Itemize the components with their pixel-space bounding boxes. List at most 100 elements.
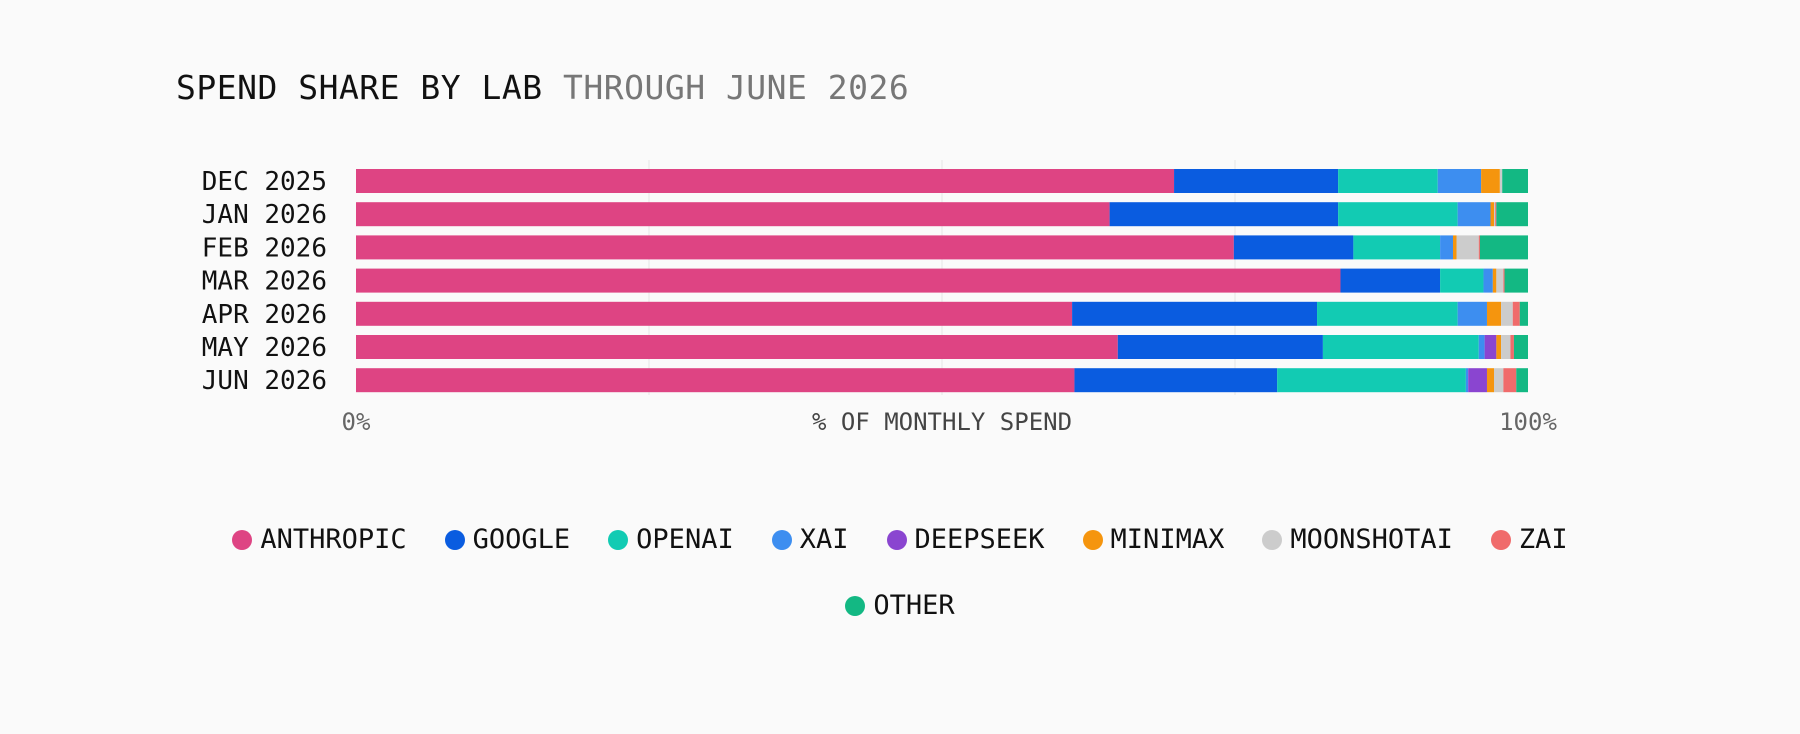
- legend-row-1: ANTHROPIC GOOGLE OPENAI XAI DEEPSEEK MINIMAX M…: [150, 524, 1650, 555]
- bar-segment-other: [1479, 235, 1528, 260]
- chart-title-main: SPEND SHARE BY LAB: [176, 68, 543, 107]
- bar-segment-xai: [1457, 301, 1487, 326]
- bar-segment-google: [1074, 368, 1278, 393]
- bar-segment-openai: [1322, 335, 1479, 359]
- y-tick-label: DEC 2025: [202, 167, 327, 197]
- bar-segment-minimax: [1486, 368, 1495, 393]
- y-tick-label: APR 2026: [202, 300, 327, 330]
- bar-segment-openai: [1353, 235, 1441, 260]
- bar-segment-anthropic: [356, 268, 1341, 293]
- legend-label: ZAI: [1518, 524, 1568, 555]
- bar-segment-openai: [1440, 268, 1484, 293]
- bar-segment-moonshotai: [1456, 235, 1479, 260]
- legend-label: OTHER: [873, 590, 955, 621]
- bar-segment-moonshotai: [1501, 335, 1511, 359]
- bar-segment-openai: [1338, 169, 1438, 193]
- bar-segment-anthropic: [356, 368, 1075, 393]
- legend-swatch: [1262, 529, 1283, 550]
- bar-segment-moonshotai: [1496, 268, 1504, 293]
- bar-segment-anthropic: [356, 202, 1110, 227]
- legend-swatch: [771, 529, 792, 550]
- legend-swatch: [886, 529, 907, 550]
- bar-segment-xai: [1478, 335, 1485, 359]
- bar-segment-moonshotai: [1494, 202, 1496, 227]
- x-axis-label: % OF MONTHLY SPEND: [812, 408, 1072, 436]
- legend-label: MINIMAX: [1110, 524, 1225, 555]
- bar-segment-moonshotai: [1501, 301, 1513, 326]
- legend-item-deepseek: DEEPSEEK: [886, 524, 1045, 555]
- legend-label: DEEPSEEK: [914, 524, 1045, 555]
- legend-label: ANTHROPIC: [260, 524, 407, 555]
- legend-swatch: [1490, 529, 1511, 550]
- bar-segment-minimax: [1452, 235, 1457, 260]
- bar-segment-xai: [1457, 202, 1491, 227]
- legend-swatch: [608, 529, 629, 550]
- bar-segment-openai: [1317, 301, 1458, 326]
- bar-segment-google: [1109, 202, 1339, 227]
- bar-segment-google: [1117, 335, 1323, 359]
- bar-segment-other: [1516, 368, 1528, 393]
- bar-segment-moonshotai: [1494, 368, 1504, 393]
- bar-segment-xai: [1465, 368, 1469, 393]
- bar-segment-zai: [1478, 235, 1480, 260]
- legend-label: MOONSHOTAI: [1290, 524, 1453, 555]
- bar-segment-zai: [1510, 335, 1514, 359]
- y-tick-label: MAY 2026: [202, 333, 327, 363]
- bar-segment-moonshotai: [1499, 169, 1503, 193]
- bar-segment-other: [1504, 268, 1528, 293]
- x-tick-label: 100%: [1499, 408, 1557, 436]
- legend-swatch: [232, 529, 253, 550]
- legend-label: XAI: [799, 524, 849, 555]
- bar-segment-google: [1174, 169, 1339, 193]
- bar-segment-zai: [1503, 268, 1505, 293]
- bar-segment-deepseek: [1468, 368, 1487, 393]
- bar-segment-openai: [1277, 368, 1466, 393]
- y-tick-label: FEB 2026: [202, 233, 327, 263]
- legend-swatch: [845, 595, 866, 616]
- legend-item-xai: XAI: [771, 524, 849, 555]
- bar-segment-deepseek: [1484, 335, 1497, 359]
- bar-segment-other: [1519, 301, 1528, 326]
- legend-item-openai: OPENAI: [608, 524, 734, 555]
- bar-segment-zai: [1495, 202, 1497, 227]
- bar-segment-xai: [1483, 268, 1493, 293]
- bar-segment-minimax: [1496, 335, 1502, 359]
- bar-segment-other: [1513, 335, 1528, 359]
- bar-segment-google: [1072, 301, 1318, 326]
- bar-segment-other: [1496, 202, 1528, 227]
- legend-swatch: [1082, 529, 1103, 550]
- bar-segment-zai: [1503, 368, 1517, 393]
- legend-item-google: GOOGLE: [444, 524, 571, 555]
- bar-segment-minimax: [1486, 301, 1502, 326]
- bar-segment-minimax: [1490, 202, 1495, 227]
- bar-segment-openai: [1338, 202, 1458, 227]
- chart-title: SPEND SHARE BY LAB THROUGH JUNE 2026: [176, 68, 909, 107]
- bar-segment-other: [1502, 169, 1528, 193]
- bar-segment-zai: [1512, 301, 1520, 326]
- bar-segment-anthropic: [356, 169, 1175, 193]
- legend-item-zai: ZAI: [1490, 524, 1568, 555]
- bar-segment-minimax: [1481, 169, 1500, 193]
- bar-segment-anthropic: [356, 235, 1234, 260]
- legend-item-other: OTHER: [845, 590, 955, 621]
- legend-item-anthropic: ANTHROPIC: [232, 524, 407, 555]
- bar-segment-anthropic: [356, 335, 1118, 359]
- legend-item-moonshotai: MOONSHOTAI: [1262, 524, 1453, 555]
- legend-row-2: OTHER: [150, 590, 1650, 621]
- legend-label: OPENAI: [636, 524, 734, 555]
- bar-segment-xai: [1440, 235, 1453, 260]
- bar-segment-anthropic: [356, 301, 1073, 326]
- legend-label: GOOGLE: [472, 524, 571, 555]
- legend-item-minimax: MINIMAX: [1082, 524, 1225, 555]
- bar-segment-google: [1233, 235, 1354, 260]
- legend-swatch: [444, 529, 465, 550]
- chart-title-sub: THROUGH JUNE 2026: [563, 68, 910, 107]
- bar-segment-google: [1340, 268, 1441, 293]
- y-tick-label: JAN 2026: [202, 200, 327, 230]
- y-tick-label: JUN 2026: [202, 366, 327, 396]
- y-tick-label: MAR 2026: [202, 267, 327, 297]
- bar-segment-xai: [1437, 169, 1482, 193]
- x-tick-label: 0%: [342, 408, 371, 436]
- bar-segment-minimax: [1492, 268, 1497, 293]
